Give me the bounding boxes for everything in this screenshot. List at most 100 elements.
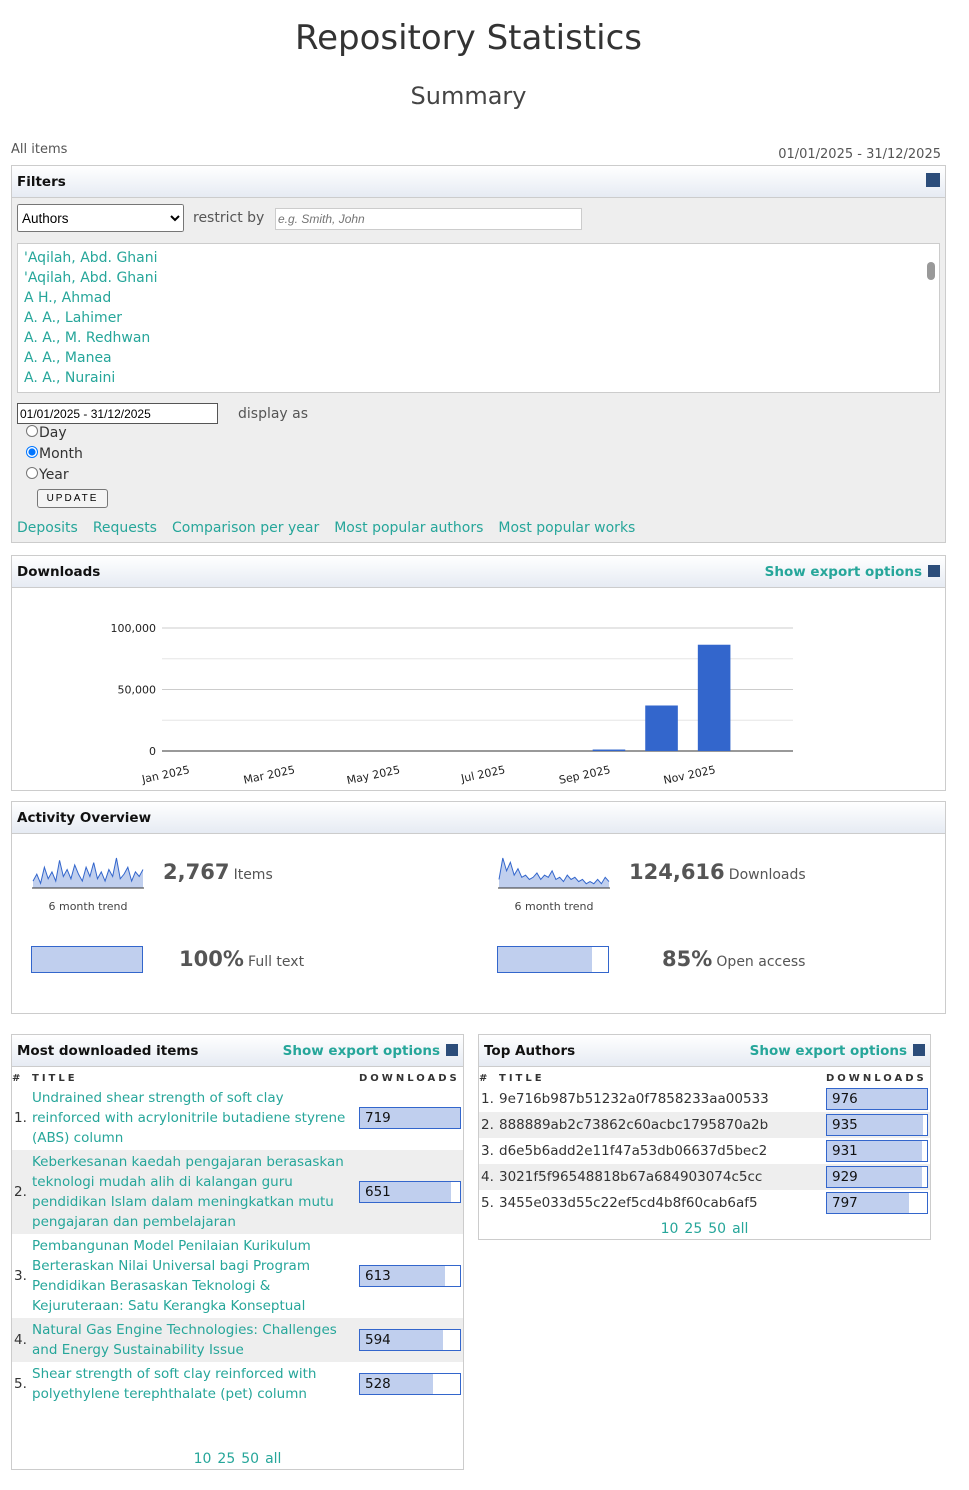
authors-list: 'Aqilah, Abd. Ghani 'Aqilah, Abd. Ghani A … bbox=[17, 243, 940, 393]
downloads-fill bbox=[360, 1374, 434, 1394]
pager-link[interactable]: all bbox=[732, 1221, 749, 1237]
column-header: DOWNLOADS bbox=[826, 1073, 927, 1084]
rank: 2. bbox=[14, 1184, 27, 1200]
table-row: 3. Pembangunan Model Penilaian Kurikulum … bbox=[12, 1234, 463, 1318]
page-subtitle: Summary bbox=[410, 82, 527, 110]
stat-label: Open access bbox=[716, 954, 806, 970]
pager-link[interactable]: 25 bbox=[684, 1221, 703, 1237]
trend-label: 6 month trend bbox=[48, 900, 128, 913]
collapse-button[interactable] bbox=[926, 173, 940, 187]
downloads-value: 719 bbox=[365, 1110, 391, 1126]
downloads-bar: 797 bbox=[826, 1192, 928, 1214]
stat-link[interactable]: Comparison per year bbox=[171, 520, 320, 536]
bar bbox=[592, 749, 626, 751]
downloads-value: 651 bbox=[365, 1184, 391, 1200]
downloads-value: 613 bbox=[365, 1268, 391, 1284]
author-item[interactable]: A. A., Lahimer bbox=[24, 310, 123, 326]
table-row: 4. Natural Gas Engine Technologies: Chall… bbox=[12, 1318, 463, 1362]
export-icon[interactable] bbox=[913, 1044, 925, 1056]
display-option[interactable]: Year bbox=[26, 467, 83, 488]
rank: 3. bbox=[481, 1143, 494, 1159]
panel-header: Filters bbox=[12, 166, 945, 198]
pager-link[interactable]: 10 bbox=[660, 1221, 679, 1237]
author-item[interactable]: 'Aqilah, Abd. Ghani bbox=[24, 250, 158, 266]
y-tick-label: 100,000 bbox=[111, 622, 157, 635]
author-name: 9e716b987b51232a0f7858233aa00533 bbox=[499, 1091, 769, 1107]
downloads-value: 935 bbox=[832, 1117, 858, 1133]
pager-link[interactable]: 25 bbox=[217, 1451, 236, 1467]
stat-link[interactable]: Most popular authors bbox=[334, 520, 484, 536]
radio[interactable] bbox=[26, 467, 38, 479]
author-item[interactable]: 'Aqilah, Abd. Ghani bbox=[24, 270, 158, 286]
radio[interactable] bbox=[26, 446, 38, 458]
display-option[interactable]: Month bbox=[26, 446, 83, 467]
full-text-stat: 100% Full text bbox=[179, 947, 304, 971]
downloads-chart: 0 50,000 100,000 Jan 2025 Mar 2025 May 2025 Ju… bbox=[111, 622, 793, 787]
filters-panel: Filters Authors restrict by 'Aqilah, Abd… bbox=[11, 165, 946, 543]
export-link[interactable]: Show export options bbox=[283, 1043, 458, 1059]
author-name: 3455e033d55c22ef5cd4b8f60cab6af5 bbox=[499, 1195, 758, 1211]
sparkline-line bbox=[498, 857, 610, 885]
pager: 10 25 50 all bbox=[12, 1451, 463, 1467]
column-header: # bbox=[12, 1073, 24, 1084]
item-title[interactable]: Natural Gas Engine Technologies: Challen… bbox=[32, 1322, 337, 1358]
downloads-fill bbox=[360, 1182, 451, 1202]
table-row: 2. Keberkesanan kaedah pengajaran berasas… bbox=[12, 1150, 463, 1234]
pager-link[interactable]: 10 bbox=[193, 1451, 212, 1467]
table-row: 4. 3021f5f96548818b67a684903074c5cc 929 bbox=[479, 1164, 930, 1190]
rank: 4. bbox=[14, 1332, 27, 1348]
scrollbar-thumb bbox=[927, 262, 935, 280]
radio-label[interactable]: Month bbox=[39, 446, 83, 462]
activity-panel: Activity Overview 6 month trend 2,767 It… bbox=[11, 801, 946, 1014]
display-option[interactable]: Day bbox=[26, 425, 83, 446]
downloads-cell: 528 bbox=[359, 1362, 463, 1406]
author-item[interactable]: A H., Ahmad bbox=[24, 290, 112, 306]
x-tick-label: Mar 2025 bbox=[242, 763, 296, 787]
stat-link[interactable]: Most popular works bbox=[498, 520, 636, 536]
downloads-bar: 528 bbox=[359, 1373, 461, 1395]
x-tick-label: Jul 2025 bbox=[459, 763, 506, 785]
radio[interactable] bbox=[26, 425, 38, 437]
rank: 4. bbox=[481, 1169, 494, 1185]
update-button[interactable]: UPDATE bbox=[37, 489, 108, 508]
scope: All items bbox=[11, 142, 68, 157]
table-row: 1. 9e716b987b51232a0f7858233aa00533 976 bbox=[479, 1086, 930, 1112]
stat-link[interactable]: Requests bbox=[92, 520, 157, 536]
export-text[interactable]: Show export options bbox=[749, 1043, 907, 1059]
field-select[interactable]: Authors bbox=[17, 204, 184, 232]
export-link[interactable]: Show export options bbox=[765, 564, 940, 580]
date-input[interactable] bbox=[17, 403, 218, 424]
pager-link[interactable]: 50 bbox=[241, 1451, 260, 1467]
item-title[interactable]: Undrained shear strength of soft clay re… bbox=[32, 1090, 346, 1146]
item-title[interactable]: Shear strength of soft clay reinforced w… bbox=[32, 1366, 317, 1402]
items-stat: 2,767 Items bbox=[163, 860, 273, 884]
most-downloaded-panel: Most downloaded items Show export options… bbox=[11, 1034, 464, 1470]
radio-label[interactable]: Year bbox=[39, 467, 69, 483]
author-item[interactable]: A. A., Manea bbox=[24, 350, 112, 366]
panel-title: Activity Overview bbox=[17, 810, 152, 826]
export-link[interactable]: Show export options bbox=[750, 1043, 925, 1059]
x-tick-label: Jan 2025 bbox=[140, 763, 191, 786]
pager-link[interactable]: all bbox=[265, 1451, 282, 1467]
export-icon[interactable] bbox=[928, 565, 940, 577]
pager-link[interactable]: 50 bbox=[708, 1221, 727, 1237]
author-item[interactable]: A. A., Nuraini bbox=[24, 370, 116, 386]
author-name: 3021f5f96548818b67a684903074c5cc bbox=[499, 1169, 763, 1185]
radio-label[interactable]: Day bbox=[39, 425, 67, 441]
stat-value: 100% bbox=[179, 947, 244, 971]
stat-link[interactable]: Deposits bbox=[17, 520, 78, 536]
author-item[interactable]: A. A., M. Redhwan bbox=[24, 330, 151, 346]
page-title: Repository Statistics bbox=[294, 18, 643, 58]
export-icon[interactable] bbox=[446, 1044, 458, 1056]
item-title[interactable]: Pembangunan Model Penilaian Kurikulum Be… bbox=[32, 1238, 311, 1314]
downloads-value: 528 bbox=[365, 1376, 391, 1392]
export-text[interactable]: Show export options bbox=[764, 564, 922, 580]
restrict-input[interactable] bbox=[275, 208, 582, 230]
export-text[interactable]: Show export options bbox=[282, 1043, 440, 1059]
downloads-fill bbox=[827, 1193, 909, 1213]
panel-title: Top Authors bbox=[484, 1043, 576, 1059]
bar bbox=[645, 705, 678, 751]
item-title[interactable]: Keberkesanan kaedah pengajaran berasaska… bbox=[32, 1154, 344, 1230]
column-header: TITLE bbox=[499, 1073, 545, 1084]
rank: 3. bbox=[14, 1268, 27, 1284]
